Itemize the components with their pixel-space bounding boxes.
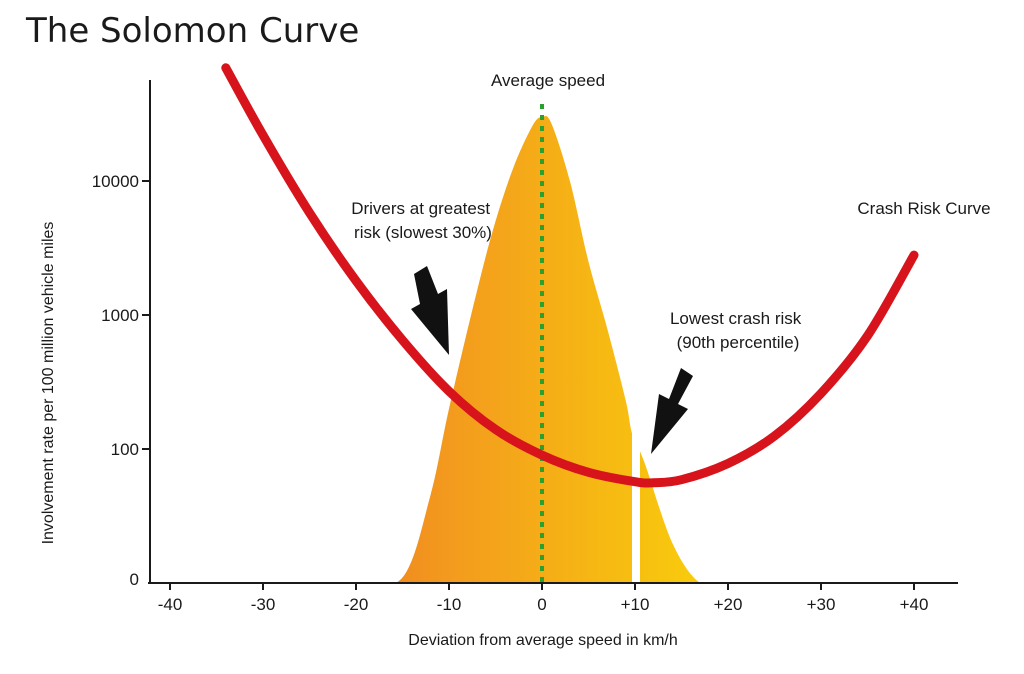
greatest-risk-label-line1: Drivers at greatest (351, 199, 490, 218)
percentile-gap (632, 420, 640, 583)
crash-risk-curve-line (221, 63, 919, 488)
greatest-risk-label: Drivers at greatest risk (slowest 30%) (351, 199, 495, 242)
speed-distribution-area (397, 115, 699, 582)
lowest-risk-label: Lowest crash risk (90th percentile) (670, 309, 806, 352)
x-tick-label: -30 (251, 595, 276, 614)
x-tick-label: -10 (437, 595, 462, 614)
x-tick-label: +10 (621, 595, 650, 614)
x-tick-label: -40 (158, 595, 183, 614)
x-tick-label: +40 (900, 595, 929, 614)
y-tick-label: 1000 (101, 306, 139, 325)
average-speed-label: Average speed (491, 71, 605, 90)
y-origin-label: 0 (130, 570, 139, 589)
arrow-greatest-risk-icon (411, 266, 449, 355)
x-axis-title: Deviation from average speed in km/h (408, 632, 677, 649)
greatest-risk-label-line2: risk (slowest 30%) (354, 223, 492, 242)
lowest-risk-label-line1: Lowest crash risk (670, 309, 802, 328)
y-tick-label: 10000 (92, 172, 139, 191)
arrow-lowest-risk-icon (651, 368, 693, 454)
crash-risk-curve-label: Crash Risk Curve (857, 199, 990, 218)
y-tick-label: 100 (111, 440, 139, 459)
chart-title: The Solomon Curve (25, 11, 359, 51)
lowest-risk-label-line2: (90th percentile) (677, 333, 800, 352)
x-tick-label: 0 (537, 595, 546, 614)
x-tick-label: +20 (714, 595, 743, 614)
x-tick-label: +30 (807, 595, 836, 614)
x-tick-label: -20 (344, 595, 369, 614)
y-axis-title: Involvement rate per 100 million vehicle… (40, 222, 57, 545)
